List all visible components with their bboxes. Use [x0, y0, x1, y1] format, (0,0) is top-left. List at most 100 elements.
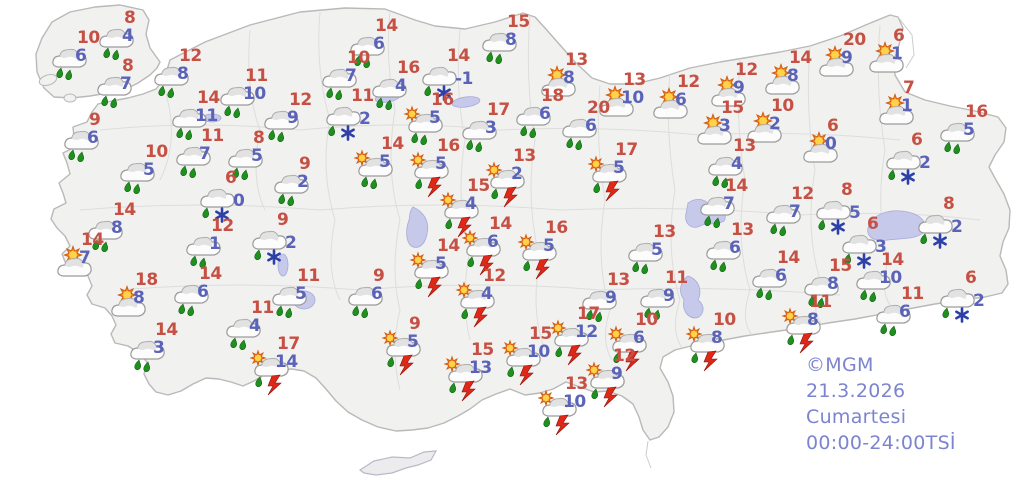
sun-rain-thunder-icon [587, 155, 627, 202]
min-temp-label: 2 [285, 233, 297, 253]
min-temp-label: -1 [455, 69, 473, 89]
weather-station: 17 5 [586, 142, 638, 202]
min-temp-label: 7 [789, 202, 801, 222]
sun-rain-thunder-icon [607, 325, 647, 372]
rain-snow-icon [918, 214, 953, 249]
rain-icon [876, 304, 911, 336]
weather-station: 10 5 [116, 144, 168, 204]
max-temp-label: 12 [613, 346, 636, 366]
min-temp-label: 5 [435, 154, 447, 174]
partly-sunny-icon [697, 112, 732, 145]
weather-station: 14 6 [460, 216, 512, 276]
min-temp-label: 6 [675, 90, 687, 110]
rain-snow-icon [200, 188, 235, 223]
min-temp-label: 6 [371, 284, 383, 304]
sun-rain-thunder-icon [537, 389, 577, 436]
partly-sunny-icon [819, 44, 854, 77]
weather-station: 11 4 [222, 300, 274, 360]
weather-station: 10 6 [606, 312, 658, 372]
rain-icon [562, 118, 597, 150]
rain-snow-icon [842, 234, 877, 269]
weather-station: 14 6 [170, 266, 222, 326]
rain-icon [88, 220, 123, 252]
rain-icon [372, 78, 407, 110]
max-temp-label: 20 [843, 30, 866, 50]
weather-station: 14 8 [84, 202, 136, 262]
max-temp-label: 10 [77, 28, 100, 48]
weather-station: 11 10 [216, 68, 268, 128]
min-temp-label: 7 [120, 74, 132, 94]
partly-sunny-icon [57, 244, 92, 277]
sun-rain-thunder-icon [549, 319, 589, 366]
min-temp-label: 9 [841, 48, 853, 68]
rain-snow-icon [816, 200, 851, 235]
min-temp-label: 2 [973, 291, 985, 311]
weather-station: 11 5 [268, 268, 320, 328]
rain-icon [272, 286, 307, 318]
weather-station: 11 9 [636, 270, 688, 330]
max-temp-label: 14 [447, 46, 470, 66]
min-temp-label: 7 [723, 194, 735, 214]
min-temp-label: 3 [875, 237, 887, 257]
max-temp-label: 13 [731, 220, 754, 240]
weather-station: 18 6 [512, 88, 564, 148]
weather-station: 20 6 [558, 100, 610, 160]
min-temp-label: 10 [621, 88, 644, 108]
island [63, 93, 77, 103]
max-temp-label: 15 [829, 256, 852, 276]
weather-station: 13 9 [578, 272, 630, 332]
min-temp-label: 2 [511, 164, 523, 184]
min-temp-label: 10 [563, 392, 586, 412]
weather-station: 13 5 [624, 224, 676, 284]
max-temp-label: 9 [277, 210, 289, 230]
max-temp-label: 13 [565, 374, 588, 394]
weather-station: 16 4 [368, 60, 420, 120]
min-temp-label: 2 [359, 109, 371, 129]
rain-icon [120, 162, 155, 194]
min-temp-label: 8 [111, 218, 123, 238]
min-temp-label: 10 [243, 84, 266, 104]
partly-sunny-icon [599, 84, 634, 117]
partly-sunny-icon [111, 284, 146, 317]
max-temp-label: 17 [487, 100, 510, 120]
weather-station: 16 5 [408, 138, 460, 198]
min-temp-label: 9 [611, 364, 623, 384]
max-temp-label: 11 [351, 86, 374, 106]
partly-sunny-icon [765, 62, 800, 95]
min-temp-label: 6 [487, 232, 499, 252]
weather-station: 12 7 [762, 186, 814, 246]
min-temp-label: 5 [543, 236, 555, 256]
max-temp-label: 20 [587, 98, 610, 118]
min-temp-label: 8 [787, 66, 799, 86]
min-temp-label: 14 [275, 352, 298, 372]
min-temp-label: 0 [233, 191, 245, 211]
max-temp-label: 12 [791, 184, 814, 204]
min-temp-label: 5 [613, 158, 625, 178]
min-temp-label: 6 [539, 104, 551, 124]
weather-station: 14 8 [760, 50, 812, 110]
rain-icon [752, 268, 787, 300]
weather-station: 14 6 [748, 250, 800, 310]
rain-icon [482, 32, 517, 64]
rain-icon [274, 174, 309, 206]
sun-rain-thunder-icon [381, 329, 421, 376]
min-temp-label: 8 [711, 328, 723, 348]
rain-icon [940, 122, 975, 154]
max-temp-label: 14 [437, 236, 460, 256]
weather-station: 14 5 [352, 136, 404, 196]
max-temp-label: 6 [911, 130, 923, 150]
max-temp-label: 10 [771, 96, 794, 116]
min-temp-label: 1 [209, 234, 221, 254]
weather-station: 15 13 [442, 342, 494, 402]
max-temp-label: 11 [665, 268, 688, 288]
rain-icon [348, 286, 383, 318]
rain-icon [516, 106, 551, 138]
